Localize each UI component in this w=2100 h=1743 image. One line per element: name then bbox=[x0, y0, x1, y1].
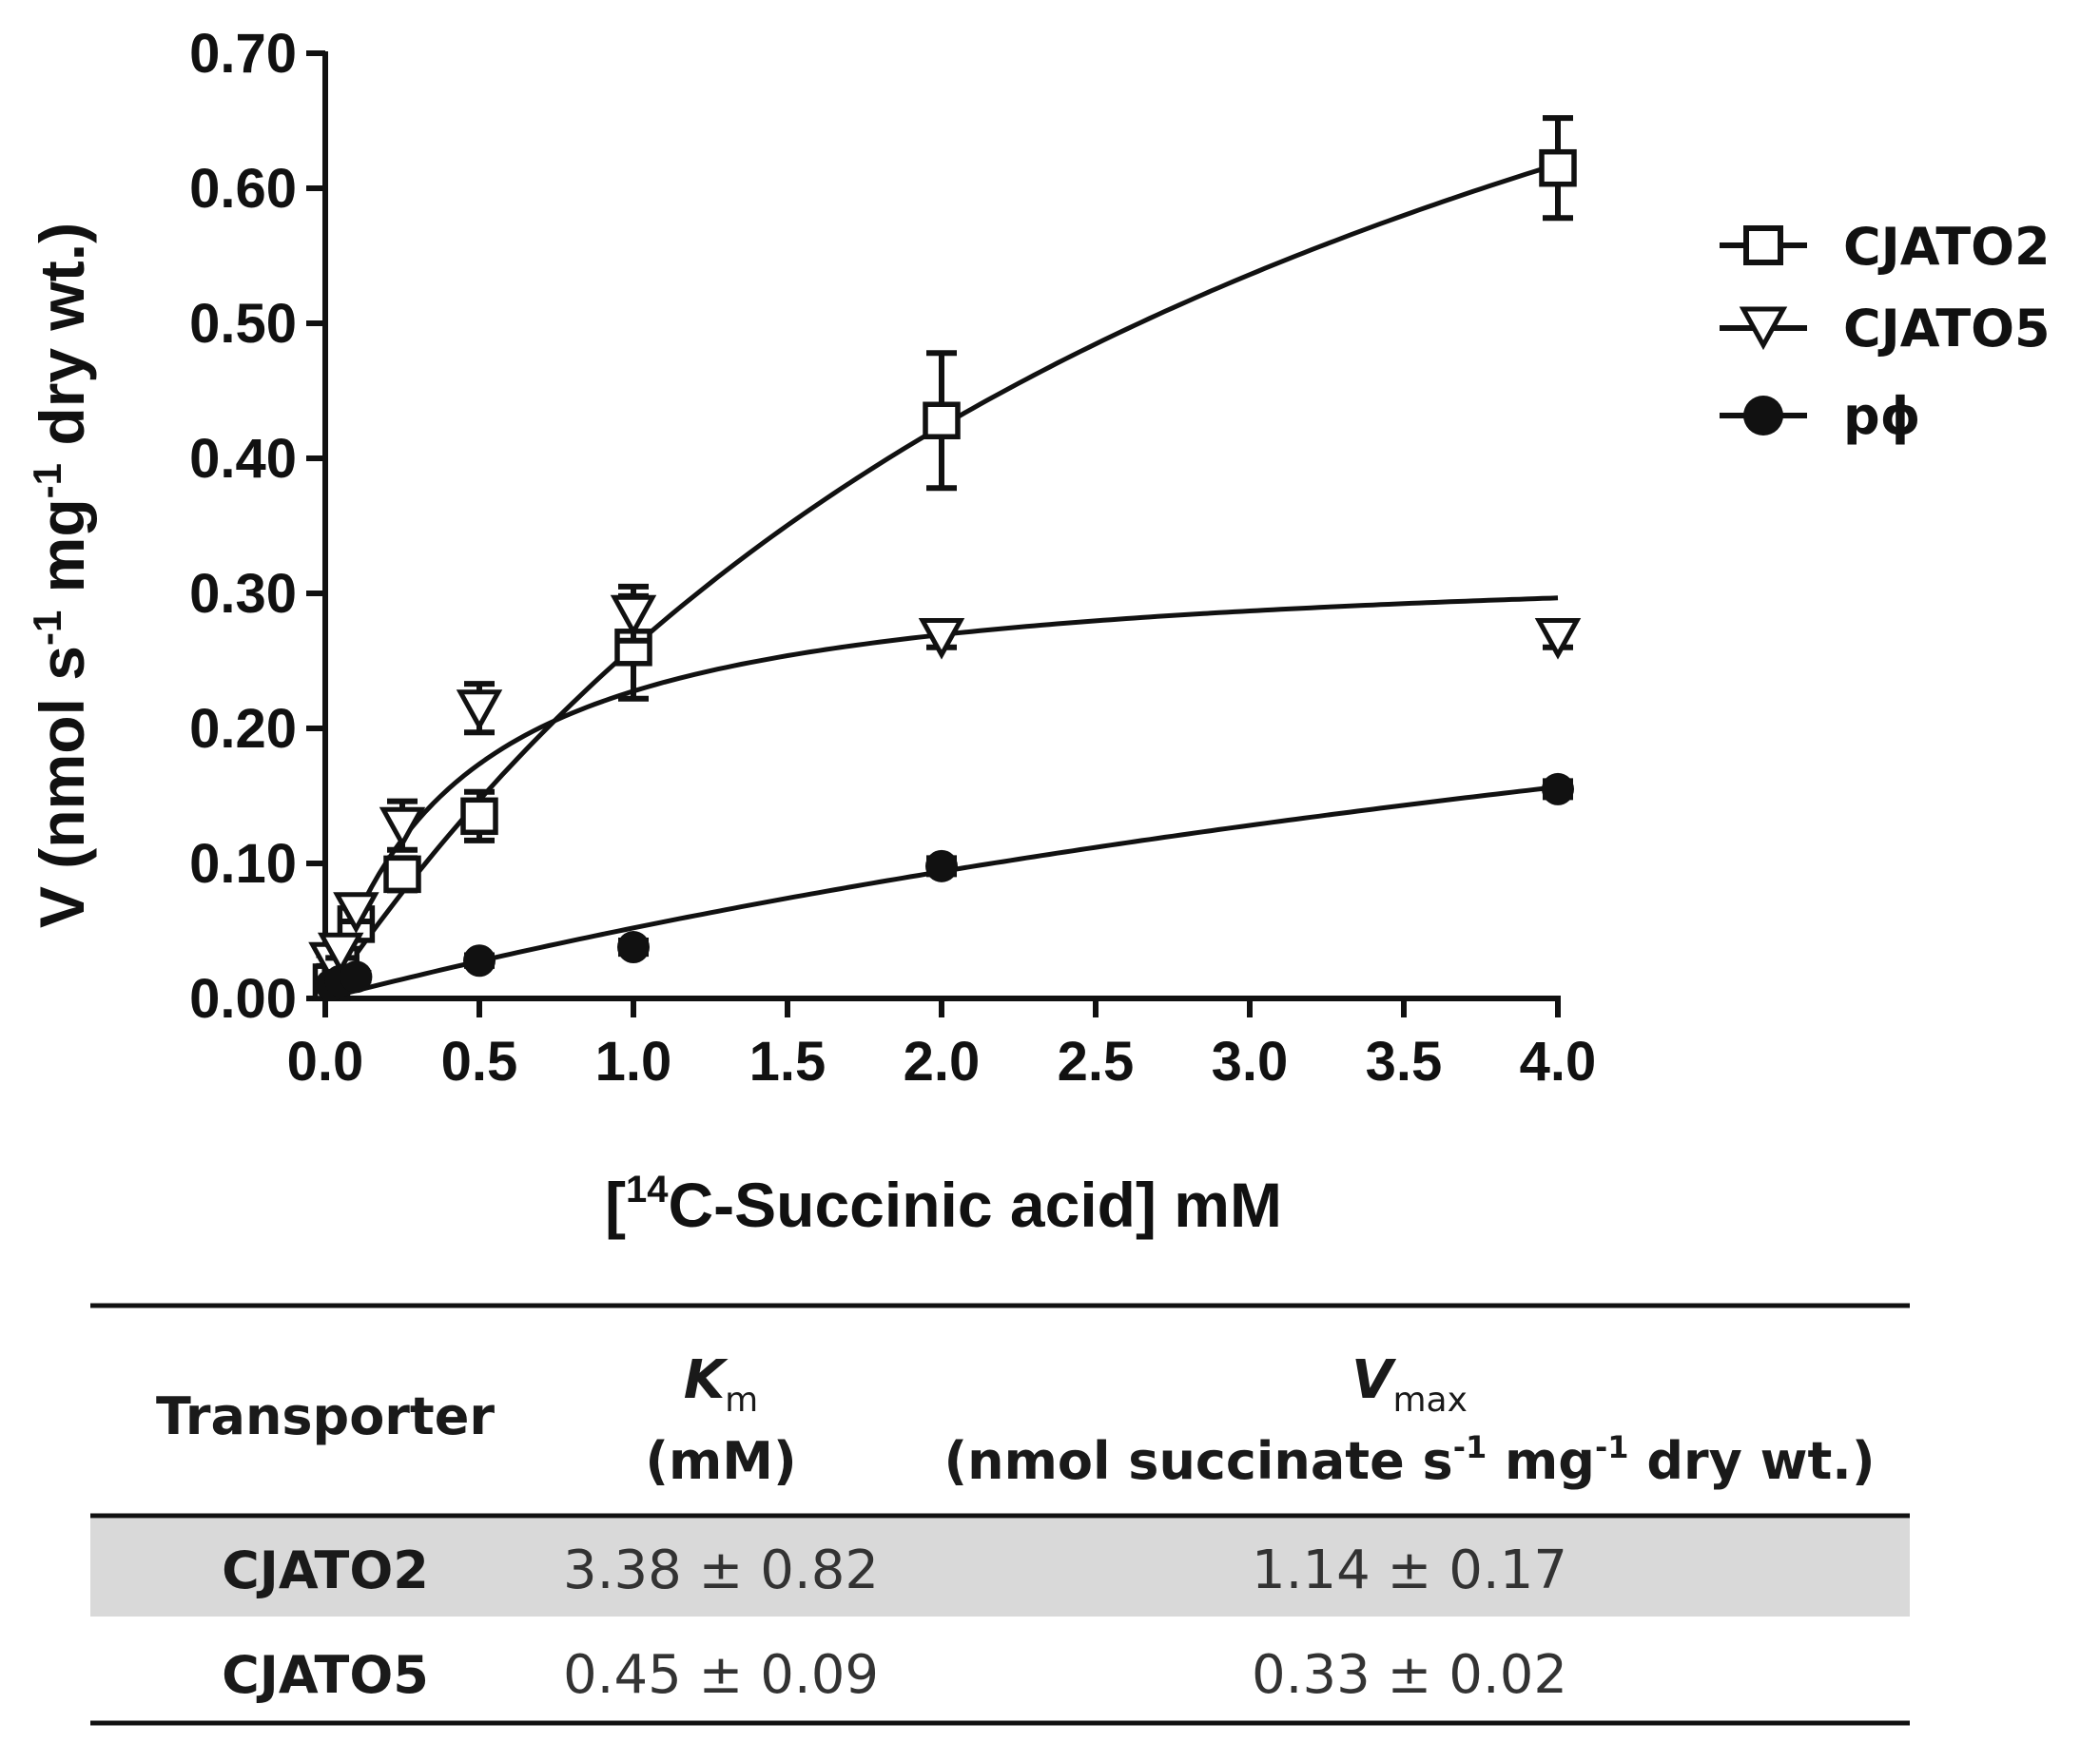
x-tick-label: 1.5 bbox=[749, 1031, 826, 1093]
data-point-triangle bbox=[456, 689, 503, 731]
header-transporter: Transporter bbox=[156, 1386, 495, 1446]
x-tick-label: 4.0 bbox=[1520, 1031, 1597, 1093]
x-tick-label: 0.5 bbox=[441, 1031, 518, 1093]
series-group-2 bbox=[315, 772, 1574, 1001]
table-row: CJATO5 0.45 ± 0.09 0.33 ± 0.02 bbox=[222, 1644, 1567, 1706]
data-point-triangle bbox=[333, 892, 379, 934]
legend-item-cjato2: CJATO2 bbox=[1720, 217, 2051, 277]
x-tick-label: 3.5 bbox=[1366, 1031, 1443, 1093]
x-tick-label: 2.0 bbox=[904, 1031, 981, 1093]
x-tick-label: 3.0 bbox=[1212, 1031, 1289, 1093]
x-axis-title: [14C-Succinic acid] mM bbox=[605, 1169, 1282, 1240]
header-vmax: Vmax bbox=[1351, 1349, 1468, 1420]
y-tick-label: 0.20 bbox=[189, 698, 297, 760]
data-point-triangle bbox=[317, 932, 364, 975]
row-vmax-value: 1.14 ± 0.17 bbox=[1252, 1540, 1567, 1601]
x-tick-label: 0.0 bbox=[287, 1031, 364, 1093]
chart-legend: CJATO2 CJATO5 pϕ bbox=[1720, 217, 2051, 446]
data-points bbox=[308, 115, 1582, 1001]
row-transporter-name: CJATO2 bbox=[222, 1540, 429, 1600]
data-point-square bbox=[383, 855, 421, 894]
legend-label-cjato5: CJATO5 bbox=[1843, 299, 2051, 358]
data-point-square bbox=[1539, 148, 1577, 187]
legend-circle-marker bbox=[1743, 396, 1783, 436]
y-tick-label: 0.40 bbox=[189, 428, 297, 490]
legend-triangle-marker bbox=[1739, 306, 1788, 351]
legend-square-marker bbox=[1743, 225, 1783, 265]
header-vmax-unit: (nmol succinate s-1 mg-1 dry wt.) bbox=[944, 1429, 1876, 1491]
data-point-circle bbox=[340, 960, 373, 994]
legend-label-p-phi: pϕ bbox=[1843, 386, 1921, 446]
row-km-value: 3.38 ± 0.82 bbox=[563, 1540, 879, 1601]
x-tick-label: 1.0 bbox=[595, 1031, 672, 1093]
table-row-shading bbox=[90, 1519, 1910, 1617]
y-axis-ticks: 0.00 0.10 0.20 0.30 0.40 0.50 0.60 0.70 bbox=[189, 23, 325, 1030]
row-transporter-name: CJATO5 bbox=[222, 1645, 429, 1705]
y-tick-label: 0.00 bbox=[189, 968, 297, 1030]
row-vmax-value: 0.33 ± 0.02 bbox=[1252, 1644, 1567, 1706]
header-km: Km bbox=[684, 1349, 758, 1420]
legend-item-p-phi: pϕ bbox=[1720, 386, 1921, 446]
legend-item-cjato5: CJATO5 bbox=[1720, 299, 2051, 358]
table-header: Transporter Km (mM) Vmax (nmol succinate… bbox=[156, 1349, 1876, 1491]
data-point-circle bbox=[463, 944, 496, 978]
x-tick-label: 2.5 bbox=[1058, 1031, 1135, 1093]
legend-label-cjato2: CJATO2 bbox=[1843, 217, 2051, 277]
data-point-circle bbox=[1542, 772, 1574, 805]
data-point-square bbox=[923, 401, 961, 439]
x-axis-ticks: 0.0 0.5 1.0 1.5 2.0 2.5 3.0 3.5 4.0 bbox=[287, 998, 1597, 1093]
y-tick-label: 0.60 bbox=[189, 158, 297, 220]
data-point-circle bbox=[925, 849, 958, 882]
table-row: CJATO2 3.38 ± 0.82 1.14 ± 0.17 bbox=[222, 1540, 1567, 1601]
kinetics-table: Transporter Km (mM) Vmax (nmol succinate… bbox=[90, 1303, 1910, 1726]
uptake-kinetics-chart: 0.00 0.10 0.20 0.30 0.40 0.50 0.60 0.70 0.0 0.5 1… bbox=[25, 23, 2051, 1240]
data-point-circle bbox=[617, 931, 650, 964]
y-tick-label: 0.70 bbox=[189, 23, 297, 85]
data-point-triangle bbox=[1534, 617, 1582, 660]
y-tick-label: 0.10 bbox=[189, 833, 297, 895]
row-km-value: 0.45 ± 0.09 bbox=[563, 1644, 879, 1706]
header-km-unit: (mM) bbox=[645, 1431, 796, 1491]
y-axis-title: V (nmol s-1 mg-1 dry wt.) bbox=[25, 223, 97, 928]
fit-curve-series-2 bbox=[324, 784, 1559, 1001]
data-point-triangle bbox=[379, 806, 426, 849]
data-point-square bbox=[460, 797, 498, 836]
y-tick-label: 0.30 bbox=[189, 563, 297, 625]
series-group-1 bbox=[308, 583, 1582, 984]
y-tick-label: 0.50 bbox=[189, 293, 297, 355]
data-point-triangle bbox=[610, 594, 657, 637]
data-point-triangle bbox=[918, 617, 965, 660]
